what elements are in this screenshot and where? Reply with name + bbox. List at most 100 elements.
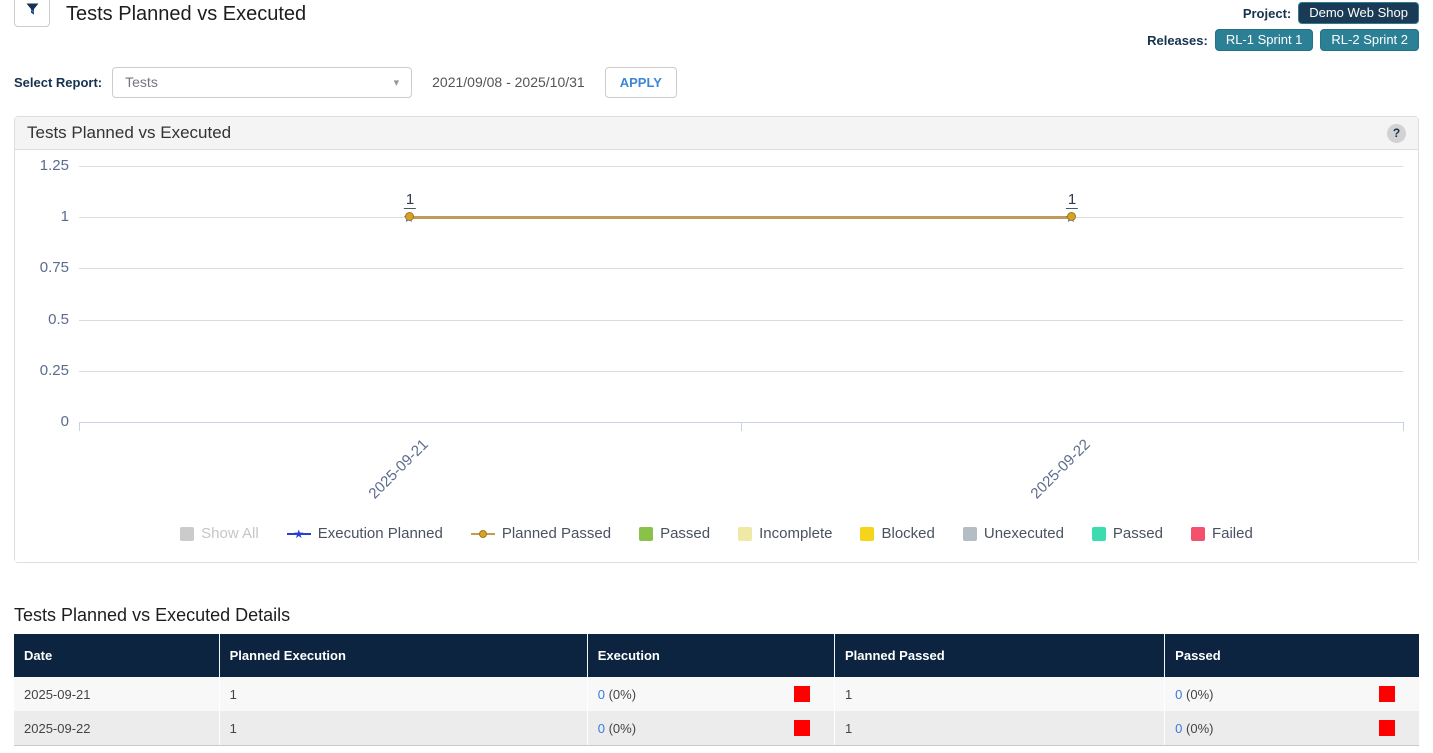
legend-item[interactable]: Passed <box>639 525 710 542</box>
x-axis-tick-label: 2025-09-22 <box>1027 436 1095 503</box>
planned-passed-line <box>410 215 1072 219</box>
details-section: Tests Planned vs Executed Details Date Pl… <box>14 605 1419 746</box>
chart-panel-title: Tests Planned vs Executed <box>27 123 232 142</box>
select-report-label: Select Report: <box>14 74 103 90</box>
status-indicator <box>794 686 810 702</box>
chevron-down-icon: ▾ <box>393 76 400 89</box>
circle-marker-icon <box>405 212 414 222</box>
x-axis-tick <box>741 422 742 431</box>
details-title: Tests Planned vs Executed Details <box>14 605 291 625</box>
column-header: Date <box>14 634 220 677</box>
planned-execution-cell: 1 <box>219 711 588 746</box>
percent-text: (0%) <box>1186 686 1214 702</box>
x-axis-tick-label: 2025-09-21 <box>365 436 433 503</box>
chart-gridline <box>79 319 1403 321</box>
table-row: 2025-09-22 1 0 (0%) 1 0 (0%) <box>14 711 1419 746</box>
legend-item[interactable]: Incomplete <box>738 525 832 542</box>
legend-label: Blocked <box>881 525 935 542</box>
y-axis-tick-label: 0.5 <box>48 310 69 328</box>
column-header: Execution <box>587 634 836 677</box>
legend-label: Planned Passed <box>501 525 612 542</box>
chart-legend: Show All ★ Execution Planned Planned Pass… <box>15 525 1418 542</box>
legend-swatch-icon <box>738 526 753 541</box>
column-header: Passed <box>1164 634 1419 677</box>
legend-swatch-icon <box>962 526 977 541</box>
legend-label: Failed <box>1211 525 1253 542</box>
status-indicator <box>1379 686 1395 702</box>
legend-label: Show All <box>201 525 259 542</box>
legend-label: Passed <box>1112 525 1163 542</box>
execution-cell: 0 (0%) <box>587 711 836 746</box>
release-badges: Releases: RL-1 Sprint 1 RL-2 Sprint 2 <box>1147 29 1419 51</box>
release-badge[interactable]: RL-1 Sprint 1 <box>1214 29 1314 51</box>
project-badge[interactable]: Demo Web Shop <box>1298 2 1419 24</box>
y-axis-tick-label: 1.25 <box>39 157 69 174</box>
column-header: Planned Passed <box>834 634 1166 677</box>
legend-line-circle-icon <box>470 527 495 541</box>
chart-gridline <box>79 268 1403 270</box>
apply-button[interactable]: APPLY <box>604 66 677 98</box>
legend-item[interactable]: Passed <box>1091 525 1163 542</box>
x-axis-tick <box>1403 422 1404 431</box>
passed-cell: 0 (0%) <box>1164 711 1419 746</box>
count-link[interactable]: 0 <box>597 720 605 736</box>
planned-passed-cell: 1 <box>834 711 1166 746</box>
planned-execution-cell: 1 <box>219 677 588 711</box>
data-point-label: 1 <box>403 191 417 210</box>
date-range-picker[interactable]: 2021/09/08 - 2025/10/31 <box>432 74 585 90</box>
report-controls: Select Report: Tests ▾ 2021/09/08 - 2025… <box>0 66 1433 98</box>
page-title: Tests Planned vs Executed <box>66 3 307 25</box>
status-indicator <box>1379 720 1395 736</box>
report-dropdown-value: Tests <box>125 74 158 90</box>
legend-label: Execution Planned <box>317 525 443 542</box>
details-table: Date Planned Execution Execution Planned Pa… <box>14 634 1419 746</box>
y-axis-tick-label: 1 <box>60 208 69 226</box>
legend-item[interactable]: Show All <box>180 525 259 542</box>
legend-item[interactable]: Unexecuted <box>962 525 1064 542</box>
x-axis-tick <box>79 422 80 431</box>
table-body: 2025-09-21 1 0 (0%) 1 0 (0%) 2025-09-22 1 … <box>14 677 1419 746</box>
funnel-icon <box>25 2 40 20</box>
chart-gridline <box>79 370 1403 372</box>
circle-marker-icon <box>1067 212 1076 222</box>
table-header-row: Date Planned Execution Execution Planned Pa… <box>14 634 1419 677</box>
execution-cell: 0 (0%) <box>587 677 836 711</box>
count-link[interactable]: 0 <box>1175 686 1183 702</box>
column-header: Planned Execution <box>219 634 588 677</box>
chart-gridline <box>79 166 1403 167</box>
chart-panel: Tests Planned vs Executed ? Show All ★ Ex… <box>14 116 1419 563</box>
date-cell: 2025-09-21 <box>14 677 220 711</box>
chart-panel-header: Tests Planned vs Executed ? <box>15 117 1418 150</box>
project-label: Project: <box>1242 5 1292 21</box>
legend-item[interactable]: Failed <box>1190 525 1253 542</box>
count-link[interactable]: 0 <box>1175 720 1183 736</box>
help-icon[interactable]: ? <box>1387 123 1406 143</box>
table-row: 2025-09-21 1 0 (0%) 1 0 (0%) <box>14 677 1419 711</box>
legend-swatch-icon <box>1091 526 1106 541</box>
legend-item[interactable]: ★ Execution Planned <box>286 525 443 542</box>
data-point-label: 1 <box>1065 191 1079 210</box>
date-cell: 2025-09-22 <box>14 711 220 746</box>
filter-button[interactable] <box>14 0 50 27</box>
legend-item[interactable]: Planned Passed <box>470 525 612 542</box>
status-indicator <box>794 720 810 736</box>
count-link[interactable]: 0 <box>597 686 605 702</box>
passed-cell: 0 (0%) <box>1165 677 1419 711</box>
legend-label: Incomplete <box>759 525 833 542</box>
report-dropdown[interactable]: Tests ▾ <box>112 66 413 98</box>
y-axis-tick-label: 0 <box>60 413 69 430</box>
legend-item[interactable]: Blocked <box>860 525 935 542</box>
legend-swatch-icon <box>1190 526 1205 541</box>
legend-swatch-icon <box>639 526 654 541</box>
topbar: Tests Planned vs Executed Project: Demo … <box>0 0 1433 58</box>
y-axis-tick-label: 0.75 <box>39 259 69 277</box>
legend-swatch-icon <box>860 526 875 541</box>
legend-label: Unexecuted <box>983 525 1064 542</box>
percent-text: (0%) <box>1186 720 1214 736</box>
legend-swatch-icon <box>180 526 195 541</box>
release-badge[interactable]: RL-2 Sprint 2 <box>1320 29 1419 51</box>
chart-plot: Show All ★ Execution Planned Planned Pass… <box>15 150 1418 562</box>
percent-text: (0%) <box>608 720 637 736</box>
legend-line-star-icon: ★ <box>286 527 311 541</box>
releases-label: Releases: <box>1147 32 1208 48</box>
